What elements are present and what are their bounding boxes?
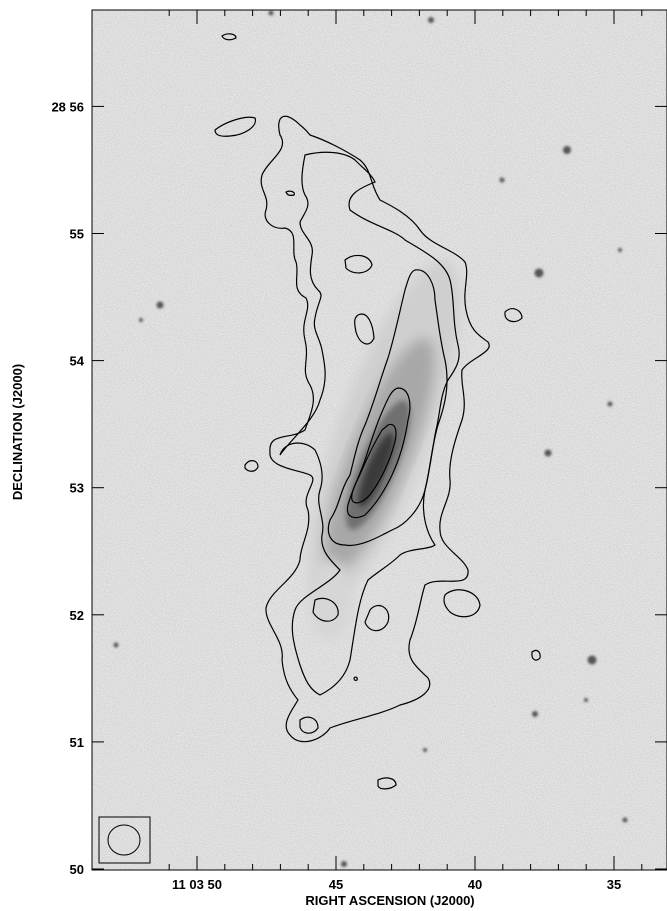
y-axis-title: DECLINATION (J2000) — [10, 364, 25, 500]
y-tick-label: 51 — [70, 735, 84, 750]
x-tick-label: 45 — [329, 877, 343, 892]
x-axis-title: RIGHT ASCENSION (J2000) — [305, 893, 474, 908]
x-tick-label: 35 — [607, 877, 621, 892]
y-tick-label: 54 — [70, 354, 85, 369]
y-tick-labels: 28 56 55 54 53 52 51 50 — [51, 99, 84, 877]
y-tick-label: 55 — [70, 227, 84, 242]
y-tick-label: 53 — [70, 481, 84, 496]
y-tick-label: 52 — [70, 608, 84, 623]
y-tick-label: 28 56 — [51, 99, 84, 114]
optical-image — [92, 10, 667, 870]
x-tick-label: 11 03 50 — [172, 877, 222, 892]
x-tick-labels: 11 03 50 45 40 35 — [172, 877, 621, 892]
x-tick-label: 40 — [468, 877, 482, 892]
y-tick-label: 50 — [70, 862, 84, 877]
